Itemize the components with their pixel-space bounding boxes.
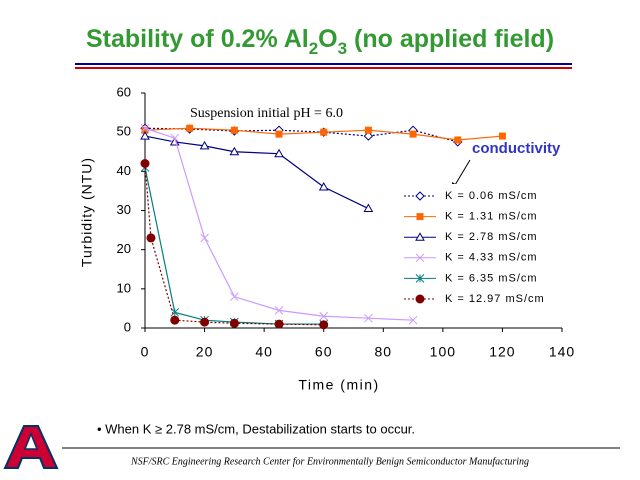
legend-label: K = 2.78 mS/cm: [445, 231, 538, 243]
x-tick-label: 80: [374, 344, 392, 360]
point: [170, 133, 180, 143]
title-subscript: 2: [309, 39, 318, 58]
point: [186, 124, 194, 132]
y-tick-label: 50: [117, 124, 131, 139]
point: [319, 320, 329, 330]
point: [274, 148, 284, 158]
point: [230, 292, 239, 302]
legend-label: K = 6.35 mS/cm: [445, 272, 538, 284]
y-tick-label: 0: [124, 319, 131, 334]
y-tick-label: 30: [117, 202, 131, 217]
legend-marker: [415, 191, 425, 201]
y-axis-label: Turbidity (NTU): [79, 157, 95, 267]
point: [498, 132, 506, 140]
point: [229, 146, 240, 156]
point: [318, 181, 329, 191]
y-tick-label: 10: [117, 280, 131, 295]
point: [409, 130, 417, 138]
series-line: [144, 135, 369, 210]
legend-label: K = 0.06 mS/cm: [445, 190, 538, 202]
legend-marker: [415, 253, 425, 263]
note: • When K ≥ 2.78 mS/cm, Destabilization s…: [97, 421, 415, 436]
x-tick-label: 20: [196, 344, 214, 360]
point: [141, 126, 149, 134]
point: [274, 306, 284, 315]
series-line: [144, 127, 414, 321]
point: [140, 159, 150, 168]
title-subscript: 3: [338, 39, 347, 58]
point: [140, 131, 150, 140]
point: [146, 233, 156, 243]
legend-label: K = 12.97 mS/cm: [445, 293, 545, 305]
x-tick-label: 120: [489, 344, 515, 360]
legend-label: K = 1.31 mS/cm: [445, 211, 538, 223]
point: [364, 313, 373, 323]
point: [275, 130, 283, 138]
x-tick-label: 40: [255, 344, 273, 360]
x-axis-label: Time (min): [298, 377, 379, 393]
y-tick-label: 20: [117, 241, 131, 256]
point: [363, 203, 374, 213]
point: [274, 319, 284, 329]
y-tick-label: 60: [117, 84, 131, 99]
legend-marker: [416, 213, 424, 221]
point: [454, 136, 462, 144]
point: [140, 123, 150, 133]
point: [230, 126, 238, 134]
point: [364, 126, 372, 134]
footer: NSF/SRC Engineering Research Center for …: [130, 456, 529, 467]
annotation: conductivity: [472, 140, 561, 157]
y-tick-label: 40: [117, 163, 131, 178]
legend-marker: [415, 274, 425, 283]
series-line: [144, 127, 458, 143]
logo: [3, 425, 59, 469]
point: [229, 318, 239, 328]
title-text: (no applied field): [347, 25, 554, 53]
point: [408, 315, 418, 325]
x-tick-label: 60: [315, 344, 333, 360]
point: [320, 128, 328, 136]
title-text: O: [318, 25, 337, 53]
x-tick-label: 0: [141, 344, 150, 360]
legend-box: [398, 184, 558, 310]
point: [319, 311, 329, 321]
x-tick-label: 100: [430, 344, 456, 360]
series-line: [144, 167, 324, 325]
point: [200, 317, 210, 327]
x-tick-label: 140: [549, 344, 575, 360]
point: [170, 315, 180, 325]
title-text: Stability of 0.2% Al: [86, 25, 309, 53]
slide-title: Stability of 0.2% Al2O3 (no applied fiel…: [86, 25, 554, 58]
legend-label: K = 4.33 mS/cm: [445, 252, 538, 264]
point: [199, 140, 210, 150]
point: [363, 131, 374, 141]
legend-marker: [415, 232, 425, 241]
point: [200, 233, 209, 243]
legend-marker: [415, 294, 425, 304]
annotation: Suspension initial pH = 6.0: [190, 106, 343, 121]
